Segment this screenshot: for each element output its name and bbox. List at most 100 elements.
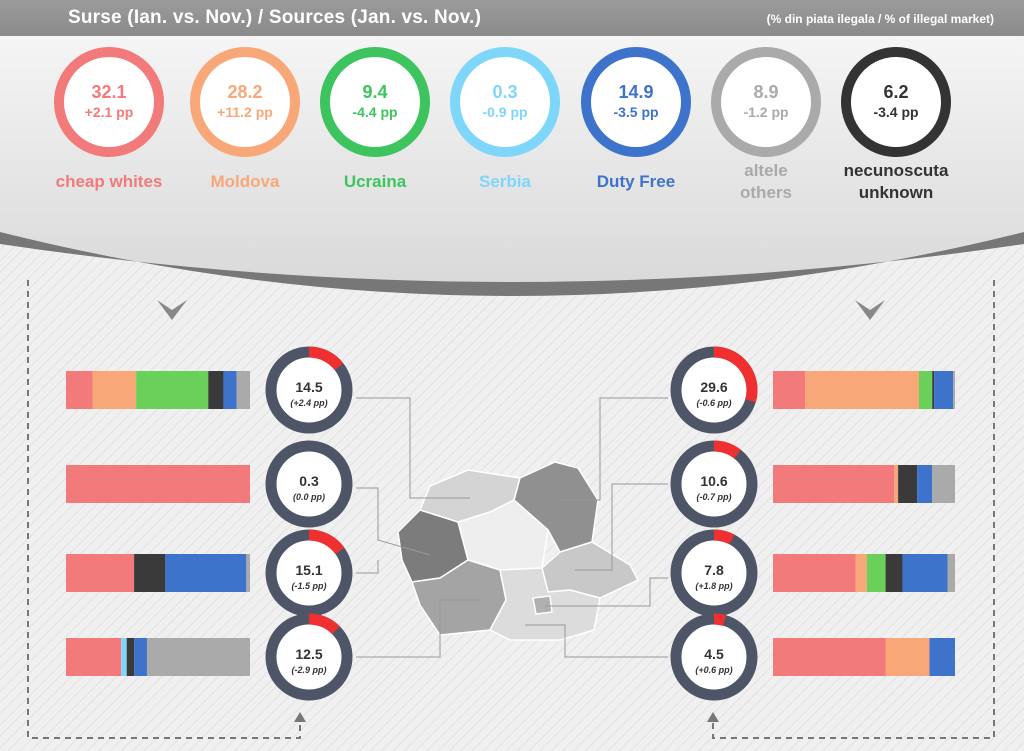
left-bar-0-seg-6 (236, 371, 250, 409)
left-bar-2-seg-4 (134, 554, 166, 592)
source-label2-6: unknown (859, 183, 934, 202)
source-value-1: 28.2 (227, 82, 262, 102)
left-ring-arc-0 (308, 346, 344, 371)
left-region-column: 14.5 (+2.4 pp) 0.3 (0.0 pp) 15.1 (-1.5 pp) 12.… (66, 346, 353, 701)
page-subtitle: (% din piata ilegala / % of illegal mark… (766, 12, 994, 26)
right-bar-1-seg-4 (898, 465, 918, 503)
sources-row: 32.1 +2.1 pp cheap whites 28.2 +11.2 pp Moldo… (54, 47, 951, 202)
right-bar-1-seg-5 (917, 465, 933, 503)
left-bar-3-seg-5 (134, 638, 147, 676)
source-ring-0 (54, 47, 164, 157)
source-change-5: -1.2 pp (743, 104, 788, 120)
chevron-down-icon-left (157, 300, 187, 320)
map-connectors (356, 397, 668, 658)
source-label-1: Moldova (211, 172, 280, 191)
source-label-0: cheap whites (56, 172, 163, 191)
left-ring-value-1: 0.3 (299, 473, 319, 489)
right-bar-0-seg-6 (953, 371, 955, 409)
left-bar-3-seg-0 (66, 638, 122, 676)
source-value-0: 32.1 (91, 82, 126, 102)
source-value-3: 0.3 (492, 82, 517, 102)
source-ring-2 (320, 47, 430, 157)
source-ring-1 (190, 47, 300, 157)
left-bar-3-seg-4 (126, 638, 135, 676)
right-ring-change-0: (-0.6 pp) (697, 398, 732, 408)
arrow-up-icon-left (294, 712, 306, 722)
left-ring-change-3: (-2.9 pp) (292, 665, 327, 675)
source-ring-6 (841, 47, 951, 157)
right-bar-0-seg-5 (934, 371, 954, 409)
header-bar: Surse (Ian. vs. Nov.) / Sources (Jan. vs… (0, 0, 1024, 36)
right-ring-arc-3 (713, 613, 727, 626)
right-ring-arc-1 (713, 440, 741, 459)
chevron-down-icon-right (855, 300, 885, 320)
source-label-3: Serbia (479, 172, 532, 191)
right-bar-2-seg-2 (866, 554, 886, 592)
left-bar-2-seg-5 (165, 554, 247, 592)
left-bar-3-seg-6 (146, 638, 250, 676)
source-change-6: -3.4 pp (873, 104, 918, 120)
left-bar-2-seg-0 (66, 554, 135, 592)
right-bar-2-seg-1 (855, 554, 867, 592)
left-bar-2-seg-6 (246, 554, 250, 592)
right-bar-0-seg-0 (773, 371, 806, 409)
left-ring-change-1: (0.0 pp) (293, 492, 325, 502)
right-bar-2-seg-0 (773, 554, 856, 592)
source-value-5: 8.9 (753, 82, 778, 102)
right-dashed-frame (712, 280, 995, 739)
source-label-2: Ucraina (344, 172, 407, 191)
right-bar-1-seg-6 (932, 465, 955, 503)
right-bar-3-seg-5 (929, 638, 955, 676)
left-bar-0-seg-1 (92, 371, 137, 409)
left-ring-change-0: (+2.4 pp) (290, 398, 327, 408)
map-region-bucharest (532, 595, 553, 615)
right-bar-2-seg-5 (902, 554, 948, 592)
left-bar-0-seg-5 (223, 371, 237, 409)
left-ring-arc-3 (308, 613, 340, 635)
right-bar-3-seg-0 (773, 638, 886, 676)
right-ring-value-0: 29.6 (700, 379, 727, 395)
source-change-1: +11.2 pp (217, 104, 273, 120)
source-ring-4 (581, 47, 691, 157)
romania-map (397, 461, 640, 641)
source-value-6: 6.2 (883, 82, 908, 102)
source-label-4: Duty Free (597, 172, 675, 191)
right-ring-value-3: 4.5 (704, 646, 724, 662)
right-region-column: 29.6 (-0.6 pp) 10.6 (-0.7 pp) 7.8 (+1.8 pp) 4.… (670, 346, 955, 701)
source-ring-3 (450, 47, 560, 157)
left-bar-0-seg-4 (208, 371, 224, 409)
right-bar-0-seg-4 (932, 371, 935, 409)
right-bar-0-seg-2 (918, 371, 933, 409)
source-value-4: 14.9 (618, 82, 653, 102)
left-ring-change-2: (-1.5 pp) (292, 581, 327, 591)
left-bar-0-seg-0 (66, 371, 93, 409)
left-bar-3-seg-3 (121, 638, 127, 676)
panel-edge-curve (0, 232, 1024, 296)
right-bar-1-seg-1 (894, 465, 899, 503)
left-ring-value-3: 12.5 (295, 646, 322, 662)
left-bar-0-seg-2 (136, 371, 209, 409)
left-ring-value-2: 15.1 (295, 562, 322, 578)
left-bar-1-seg-0 (66, 465, 250, 503)
right-bar-2-seg-6 (947, 554, 955, 592)
right-ring-value-2: 7.8 (704, 562, 724, 578)
source-label-6: necunoscuta (844, 161, 949, 180)
left-dashed-frame (27, 280, 301, 739)
source-change-3: -0.9 pp (482, 104, 527, 120)
page-title: Surse (Ian. vs. Nov.) / Sources (Jan. vs… (68, 7, 482, 28)
right-bar-3-seg-1 (885, 638, 930, 676)
right-ring-change-3: (+0.6 pp) (695, 665, 732, 675)
right-ring-arc-0 (713, 346, 758, 403)
source-change-4: -3.5 pp (613, 104, 658, 120)
source-change-0: +2.1 pp (85, 104, 134, 120)
source-value-2: 9.4 (362, 82, 387, 102)
left-ring-1 (265, 440, 353, 528)
right-ring-change-1: (-0.7 pp) (697, 492, 732, 502)
right-ring-value-1: 10.6 (700, 473, 727, 489)
right-bar-0-seg-1 (805, 371, 919, 409)
arrow-up-icon-right (707, 712, 719, 722)
right-bar-2-seg-4 (885, 554, 903, 592)
source-ring-5 (711, 47, 821, 157)
left-ring-arc-2 (308, 529, 345, 555)
